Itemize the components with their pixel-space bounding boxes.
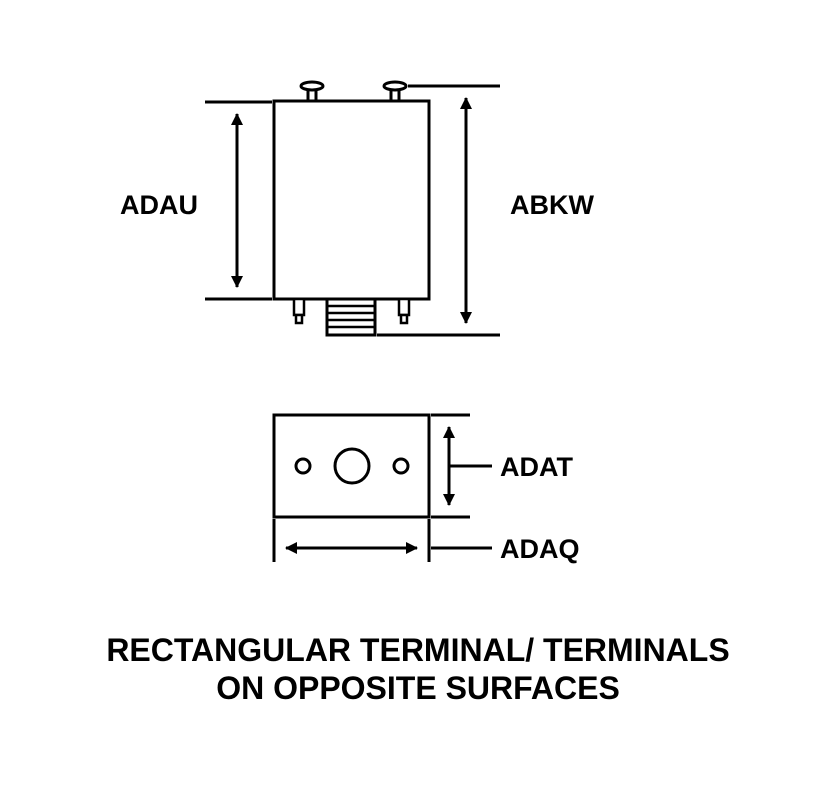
center-connector bbox=[327, 299, 375, 335]
hole-right bbox=[394, 459, 408, 473]
screw-left bbox=[301, 82, 323, 101]
hole-center bbox=[335, 449, 369, 483]
label-adat: ADAT bbox=[500, 452, 573, 483]
title-line1: RECTANGULAR TERMINAL/ TERMINALS bbox=[0, 632, 836, 669]
bottom-view bbox=[274, 415, 492, 562]
pin-left bbox=[294, 299, 304, 323]
dim-adaq bbox=[274, 519, 492, 562]
dim-adat bbox=[431, 415, 492, 517]
top-view bbox=[205, 82, 500, 335]
main-body-top bbox=[274, 101, 429, 299]
hole-left bbox=[296, 459, 310, 473]
diagram-container: ADAU ABKW ADAT ADAQ RECTANGULAR TERMINAL… bbox=[0, 0, 836, 793]
title-line2: ON OPPOSITE SURFACES bbox=[0, 670, 836, 707]
label-adaq: ADAQ bbox=[500, 534, 580, 565]
pin-right bbox=[399, 299, 409, 323]
label-adau: ADAU bbox=[120, 190, 198, 221]
dim-adau bbox=[205, 102, 272, 299]
screw-right bbox=[384, 82, 406, 101]
label-abkw: ABKW bbox=[510, 190, 594, 221]
